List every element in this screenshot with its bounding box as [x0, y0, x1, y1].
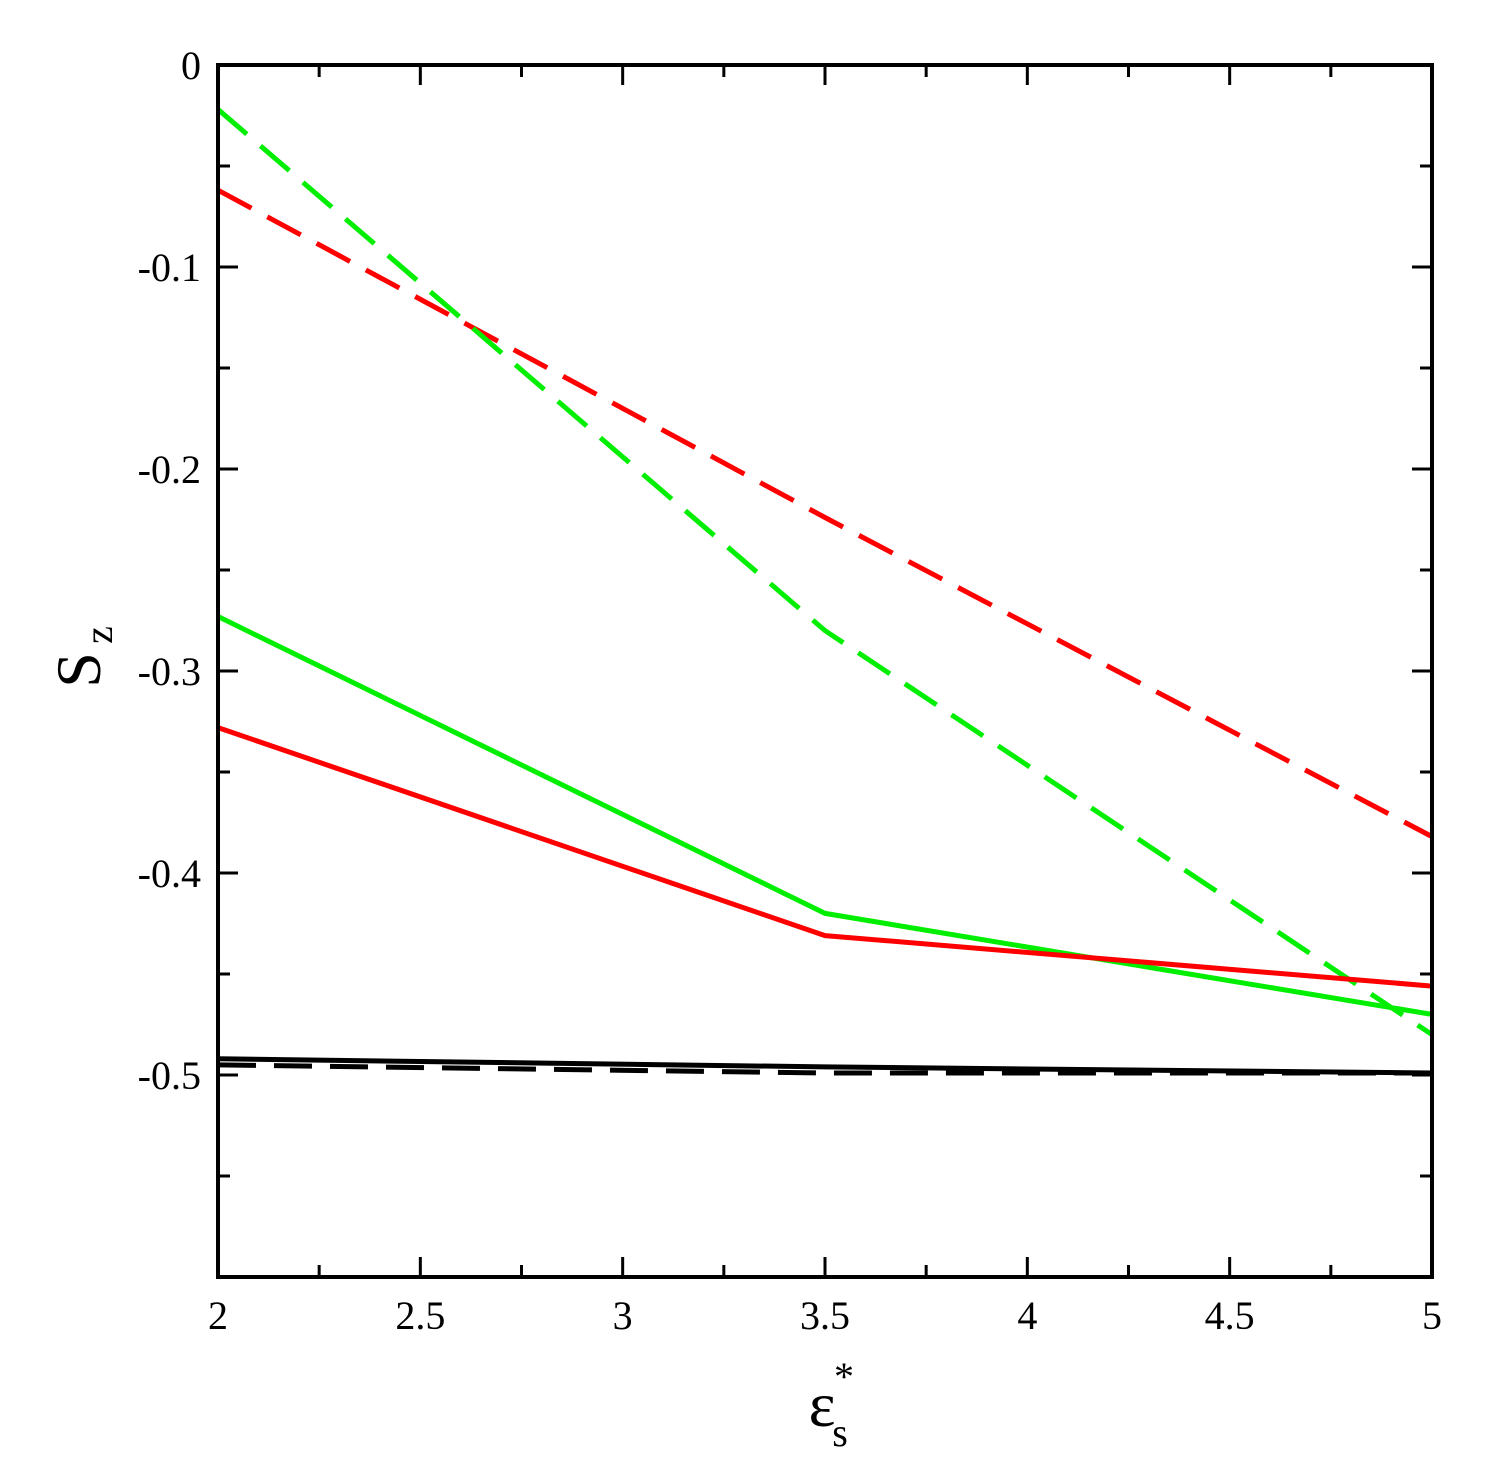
series-line-6	[218, 1062, 1432, 1076]
x-tick-label: 2	[208, 1293, 228, 1338]
y-tick-label: -0.5	[138, 1053, 201, 1098]
x-axis-label-sup: *	[834, 1354, 854, 1399]
y-tick-label: 0	[181, 43, 201, 88]
x-axis-label-main: ε	[809, 1369, 836, 1440]
series-line-2	[218, 107, 1432, 1037]
x-tick-label: 4	[1017, 1293, 1037, 1338]
y-tick-label: -0.4	[138, 851, 201, 896]
series-line-4	[218, 725, 1432, 989]
y-axis-label: S z	[43, 626, 121, 688]
series-layer	[218, 107, 1432, 1076]
x-tick-label: 5	[1422, 1293, 1442, 1338]
ticks-layer	[216, 63, 1434, 1279]
x-tick-label: 3	[613, 1293, 633, 1338]
x-tick-label: 2.5	[395, 1293, 445, 1338]
plot-frame	[216, 63, 1434, 1279]
x-axis-label: ε * s	[809, 1354, 854, 1455]
y-axis-label-main: S	[43, 652, 114, 688]
x-tick-label: 3.5	[800, 1293, 850, 1338]
x-axis-label-sub: s	[832, 1410, 848, 1455]
y-tick-label: -0.3	[138, 649, 201, 694]
x-tick-label: 4.5	[1205, 1293, 1255, 1338]
y-tick-label: -0.1	[138, 245, 201, 290]
series-line-3	[218, 614, 1432, 1017]
series-line-1	[218, 187, 1432, 839]
y-tick-label: -0.2	[138, 447, 201, 492]
y-axis-label-sub: z	[76, 626, 121, 644]
labels-layer: 2 2.5 3 3.5 4 4.5 5 0 -0.1 -0.2 -0.3 -0.4 -0.5	[138, 43, 1442, 1338]
